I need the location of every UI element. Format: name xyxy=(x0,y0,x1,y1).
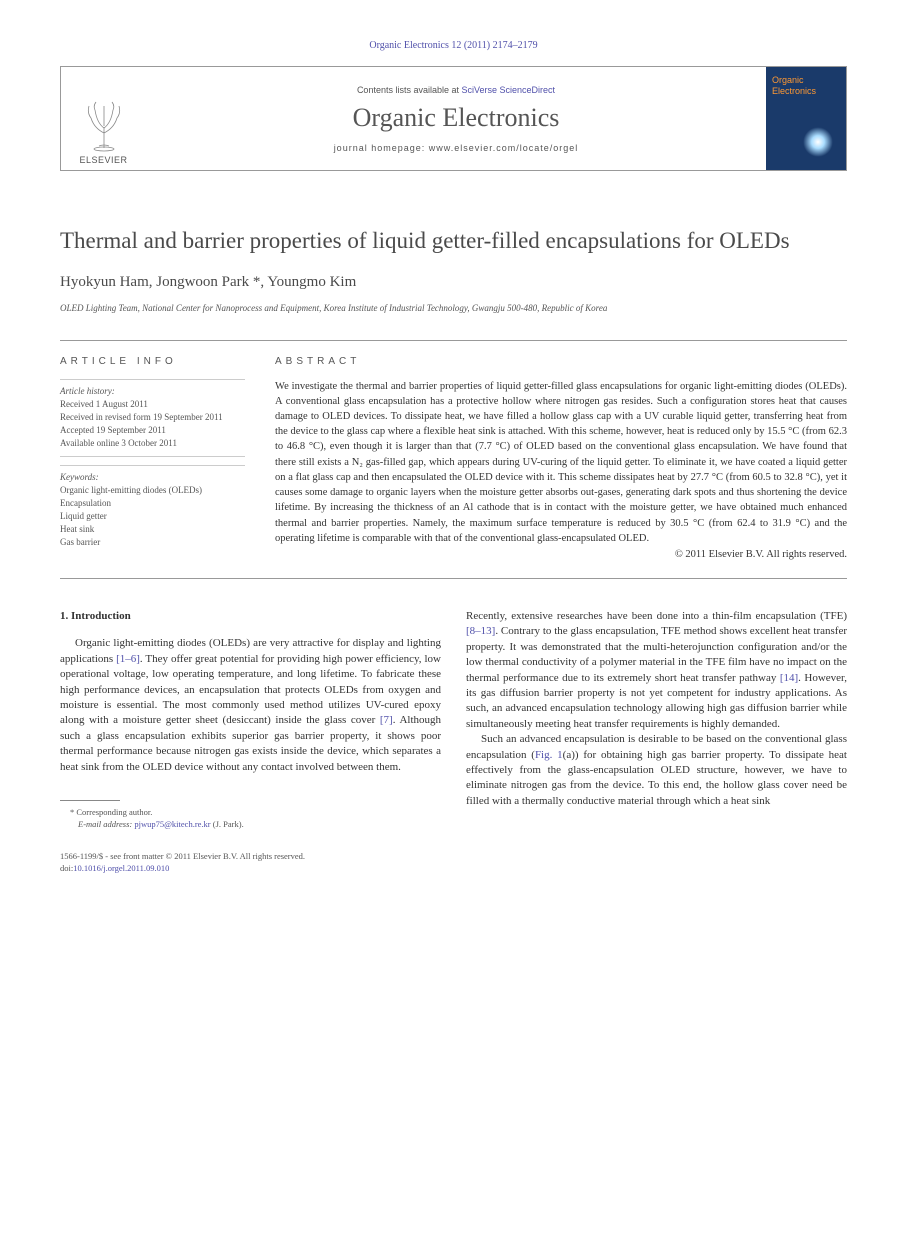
corresponding-author-note: * Corresponding author. xyxy=(60,807,441,819)
info-abstract-section: ARTICLE INFO Article history: Received 1… xyxy=(60,340,847,579)
section-1-heading: 1. Introduction xyxy=(60,609,441,624)
contents-prefix: Contents lists available at xyxy=(357,85,462,95)
journal-name: Organic Electronics xyxy=(353,103,560,133)
abstract-copyright: © 2011 Elsevier B.V. All rights reserved… xyxy=(275,549,847,560)
body-column-left: 1. Introduction Organic light-emitting d… xyxy=(60,609,441,874)
ref-link-8-13[interactable]: [8–13] xyxy=(466,625,495,637)
journal-banner: ELSEVIER Contents lists available at Sci… xyxy=(60,66,847,171)
ref-link-7[interactable]: [7] xyxy=(380,714,393,726)
intro-paragraph-1: Organic light-emitting diodes (OLEDs) ar… xyxy=(60,636,441,775)
email-name: (J. Park). xyxy=(211,819,244,829)
footnote-separator xyxy=(60,800,120,801)
sciencedirect-link[interactable]: SciVerse ScienceDirect xyxy=(462,85,556,95)
doi-prefix: doi: xyxy=(60,863,73,873)
email-label: E-mail address: xyxy=(78,819,134,829)
header-citation: Organic Electronics 12 (2011) 2174–2179 xyxy=(60,40,847,51)
ref-link-1-6[interactable]: [1–6] xyxy=(116,653,140,665)
abstract-text: We investigate the thermal and barrier p… xyxy=(275,379,847,546)
fig-1-link[interactable]: Fig. 1 xyxy=(535,749,563,761)
body-column-right: Recently, extensive researches have been… xyxy=(466,609,847,874)
article-title: Thermal and barrier properties of liquid… xyxy=(60,226,847,256)
body-columns: 1. Introduction Organic light-emitting d… xyxy=(60,609,847,874)
history-label: Article history: xyxy=(60,379,245,396)
journal-homepage[interactable]: journal homepage: www.elsevier.com/locat… xyxy=(334,143,579,153)
issn-copyright-line: 1566-1199/$ - see front matter © 2011 El… xyxy=(60,851,441,863)
banner-center: Contents lists available at SciVerse Sci… xyxy=(146,67,766,170)
cover-art-icon xyxy=(791,115,841,165)
journal-cover-thumbnail: Organic Electronics xyxy=(766,67,846,170)
author-email-link[interactable]: pjwup75@kitech.re.kr xyxy=(134,819,210,829)
publisher-name: ELSEVIER xyxy=(79,155,127,165)
front-matter-info: 1566-1199/$ - see front matter © 2011 El… xyxy=(60,851,441,875)
ref-link-14[interactable]: [14] xyxy=(780,672,798,684)
article-authors: Hyokyun Ham, Jongwoon Park *, Youngmo Ki… xyxy=(60,274,847,291)
email-footnote: E-mail address: pjwup75@kitech.re.kr (J.… xyxy=(60,819,441,831)
contents-available-line: Contents lists available at SciVerse Sci… xyxy=(357,85,555,95)
article-history: Received 1 August 2011 Received in revis… xyxy=(60,398,245,457)
abstract-heading: ABSTRACT xyxy=(275,356,847,367)
publisher-logo-block: ELSEVIER xyxy=(61,67,146,170)
text-span: Recently, extensive researches have been… xyxy=(466,610,847,622)
elsevier-tree-icon xyxy=(79,98,129,153)
keywords-label: Keywords: xyxy=(60,465,245,482)
article-info-heading: ARTICLE INFO xyxy=(60,356,245,367)
intro-paragraph-3: Such an advanced encapsulation is desira… xyxy=(466,732,847,809)
article-info-column: ARTICLE INFO Article history: Received 1… xyxy=(60,341,260,578)
abstract-column: ABSTRACT We investigate the thermal and … xyxy=(260,341,847,578)
article-keywords: Organic light-emitting diodes (OLEDs) En… xyxy=(60,484,245,555)
doi-line: doi:10.1016/j.orgel.2011.09.010 xyxy=(60,863,441,875)
intro-paragraph-2: Recently, extensive researches have been… xyxy=(466,609,847,732)
doi-link[interactable]: 10.1016/j.orgel.2011.09.010 xyxy=(73,863,169,873)
cover-title: Organic Electronics xyxy=(766,75,846,97)
article-affiliation: OLED Lighting Team, National Center for … xyxy=(60,303,847,315)
